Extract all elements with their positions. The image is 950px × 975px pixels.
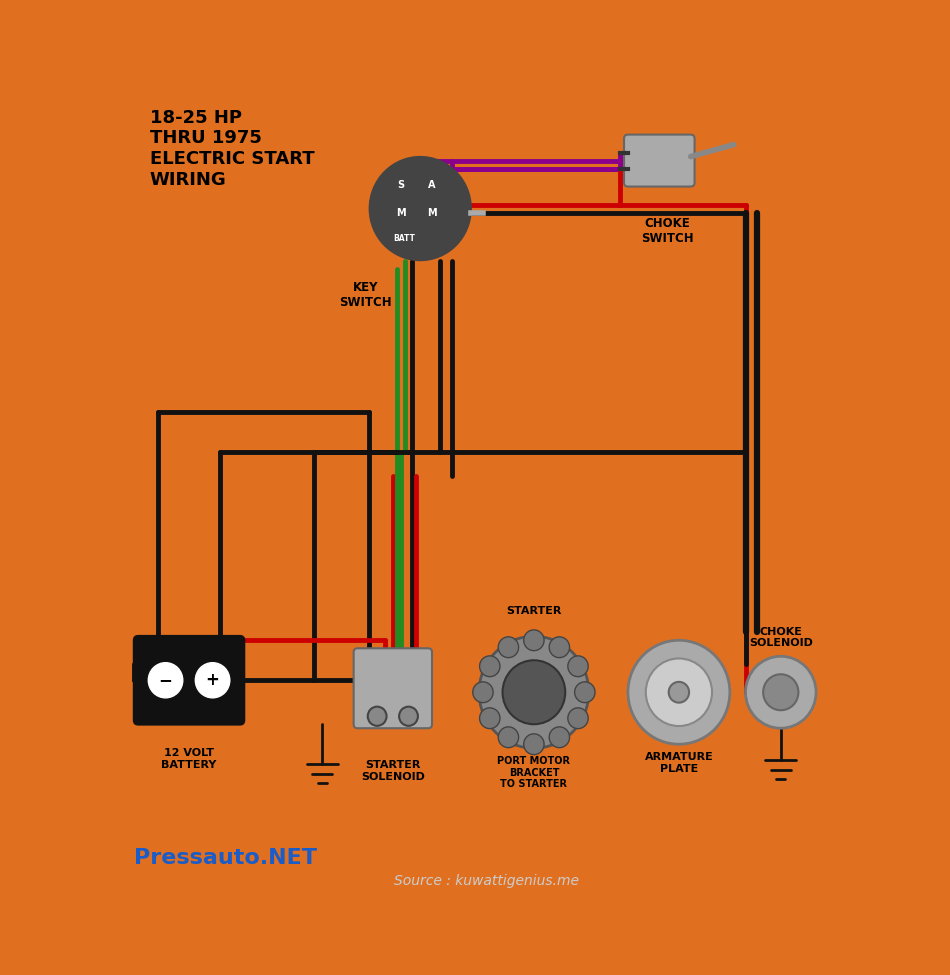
- Circle shape: [549, 637, 570, 658]
- Circle shape: [503, 660, 565, 724]
- Text: −: −: [159, 671, 173, 689]
- Text: BATT: BATT: [393, 234, 415, 244]
- Circle shape: [368, 707, 387, 725]
- Circle shape: [498, 637, 519, 658]
- Circle shape: [568, 656, 588, 677]
- Circle shape: [196, 663, 230, 698]
- FancyBboxPatch shape: [353, 648, 432, 728]
- Circle shape: [669, 682, 689, 703]
- Text: PORT MOTOR
BRACKET
TO STARTER: PORT MOTOR BRACKET TO STARTER: [498, 757, 570, 790]
- Circle shape: [148, 663, 182, 698]
- FancyBboxPatch shape: [134, 637, 244, 724]
- Text: KEY
SWITCH: KEY SWITCH: [339, 281, 391, 308]
- Circle shape: [480, 656, 500, 677]
- Text: +: +: [205, 671, 219, 689]
- Circle shape: [480, 708, 500, 728]
- Text: 18-25 HP
THRU 1975
ELECTRIC START
WIRING: 18-25 HP THRU 1975 ELECTRIC START WIRING: [150, 108, 314, 189]
- Circle shape: [399, 707, 418, 725]
- Circle shape: [523, 734, 544, 755]
- Text: STARTER
SOLENOID: STARTER SOLENOID: [361, 760, 425, 782]
- Circle shape: [549, 726, 570, 748]
- Circle shape: [479, 637, 589, 748]
- Circle shape: [628, 641, 730, 744]
- Circle shape: [523, 630, 544, 650]
- Text: M: M: [428, 208, 437, 217]
- Text: M: M: [396, 208, 406, 217]
- Circle shape: [498, 726, 519, 748]
- Text: A: A: [428, 179, 436, 189]
- Text: ARMATURE
PLATE: ARMATURE PLATE: [644, 753, 713, 774]
- Text: CHOKE
SOLENOID: CHOKE SOLENOID: [749, 627, 812, 648]
- Circle shape: [646, 658, 712, 726]
- Text: CHOKE
SWITCH: CHOKE SWITCH: [641, 216, 694, 245]
- Text: Source : kuwattigenius.me: Source : kuwattigenius.me: [394, 875, 580, 888]
- Text: S: S: [397, 179, 404, 189]
- Circle shape: [568, 708, 588, 728]
- FancyBboxPatch shape: [624, 135, 694, 186]
- Circle shape: [473, 682, 493, 703]
- Text: STARTER: STARTER: [506, 606, 561, 616]
- Circle shape: [370, 157, 471, 260]
- Text: −: −: [158, 667, 174, 685]
- Text: 12 VOLT
BATTERY: 12 VOLT BATTERY: [162, 748, 217, 770]
- Circle shape: [575, 682, 595, 703]
- Circle shape: [746, 656, 816, 728]
- Text: Pressauto.NET: Pressauto.NET: [134, 848, 317, 868]
- Circle shape: [763, 675, 798, 710]
